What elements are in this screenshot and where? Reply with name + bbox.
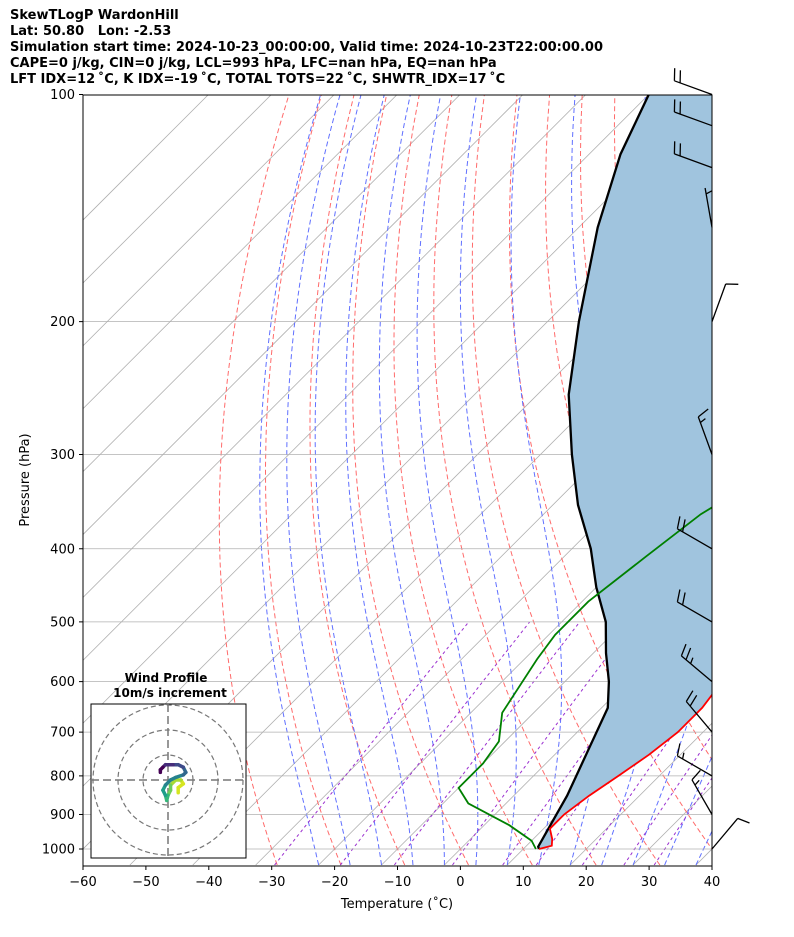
dry-adiabat-line xyxy=(218,95,290,866)
x-tick-label: −20 xyxy=(321,875,348,890)
x-tick-label: −60 xyxy=(69,875,96,890)
x-tick-label: 20 xyxy=(578,875,595,890)
moist-adiabat-line xyxy=(378,95,445,865)
wind-barb xyxy=(711,283,739,322)
wind-barb xyxy=(673,99,713,127)
isotherm-line xyxy=(255,408,712,866)
mixing-ratio-line xyxy=(393,621,581,866)
wind-barb xyxy=(676,516,713,550)
y-axis-label: Pressure (hPa) xyxy=(18,433,33,526)
wind-barb xyxy=(704,187,713,228)
x-tick-label: 40 xyxy=(704,875,721,890)
y-tick-label: 700 xyxy=(50,726,75,741)
hodograph-title: Wind Profile xyxy=(125,671,208,685)
dry-adiabat-line xyxy=(778,95,794,866)
simulation-times: Simulation start time: 2024-10-23_00:00:… xyxy=(10,40,603,55)
wind-barb xyxy=(676,743,713,777)
moist-adiabat-line xyxy=(314,95,382,866)
isotherm-line xyxy=(83,95,649,661)
wind-barb xyxy=(673,68,713,96)
mixing-ratio-line xyxy=(581,678,712,866)
x-axis-label: Temperature (˚C) xyxy=(340,896,453,912)
moist-adiabat-line xyxy=(259,95,321,866)
y-tick-label: 600 xyxy=(50,675,75,690)
isotherm-line xyxy=(569,722,712,866)
moist-adiabat-line xyxy=(459,95,517,866)
wind-barb xyxy=(676,589,713,623)
moist-adiabat-line xyxy=(416,95,479,866)
hodograph-increment: 10m/s increment xyxy=(113,686,227,700)
isotherm-line xyxy=(83,95,524,536)
y-tick-label: 900 xyxy=(50,808,75,823)
x-tick-label: −30 xyxy=(258,875,285,890)
wind-barb xyxy=(711,817,750,850)
isotherm-line xyxy=(83,95,586,598)
wind-barb xyxy=(697,408,713,455)
x-tick-label: −10 xyxy=(384,875,411,890)
isotherm-line xyxy=(759,95,794,865)
mixing-ratio-line xyxy=(623,734,712,866)
isotherm-line xyxy=(129,282,712,866)
y-tick-label: 800 xyxy=(50,769,75,784)
y-tick-label: 400 xyxy=(50,542,75,557)
wind-barb xyxy=(673,141,713,169)
station-location: Lat: 50.80 Lon: -2.53 xyxy=(10,24,172,39)
moist-adiabat-line xyxy=(664,755,712,866)
dry-adiabat-line xyxy=(433,95,597,866)
isotherm-line xyxy=(381,533,712,866)
stability-indices-1: CAPE=0 j/kg, CIN=0 j/kg, LCL=993 hPa, LF… xyxy=(10,56,497,71)
moist-adiabat-line xyxy=(728,95,794,866)
isotherm-line xyxy=(83,95,712,724)
mixing-ratio-line xyxy=(339,621,531,866)
x-tick-label: 10 xyxy=(515,875,532,890)
x-tick-label: 30 xyxy=(641,875,658,890)
isotherm-line xyxy=(83,95,272,284)
dry-adiabat-line xyxy=(265,95,342,866)
moist-adiabat-line xyxy=(345,95,414,866)
wind-barb xyxy=(685,690,713,733)
x-tick-label: 0 xyxy=(456,875,464,890)
cape-cin-shading xyxy=(538,95,712,849)
wind-barb xyxy=(680,643,713,683)
x-tick-label: −50 xyxy=(132,875,159,890)
dry-adiabat-line xyxy=(508,95,712,850)
moist-adiabat-line xyxy=(601,95,684,866)
isotherm-line xyxy=(83,95,335,347)
mixing-ratio-line xyxy=(274,621,470,866)
dry-adiabat-line xyxy=(393,95,533,866)
isotherm-line xyxy=(444,596,712,866)
isotherm-line xyxy=(83,95,461,473)
moist-adiabat-line xyxy=(286,95,351,866)
stability-indices-2: LFT IDX=12 ˚C, K IDX=-19 ˚C, TOTAL TOTS=… xyxy=(10,72,506,87)
y-tick-label: 200 xyxy=(50,315,75,330)
moist-adiabat-line xyxy=(510,95,563,866)
chart-header: SkewTLogP WardonHill Lat: 50.80 Lon: -2.5… xyxy=(10,8,603,88)
wind-barb xyxy=(691,769,713,815)
y-tick-label: 300 xyxy=(50,448,75,463)
isotherm-line xyxy=(83,95,398,410)
parcel-profile-line xyxy=(536,95,650,850)
x-tick-label: −40 xyxy=(195,875,222,890)
mixing-ratio-line xyxy=(452,621,634,866)
y-tick-label: 1000 xyxy=(42,843,75,858)
station-title: SkewTLogP WardonHill xyxy=(10,8,179,23)
dewpoint-line xyxy=(457,506,712,850)
dry-adiabat-line xyxy=(471,95,661,866)
y-tick-label: 100 xyxy=(50,88,75,103)
temperature-line xyxy=(538,693,712,850)
dry-adiabat-line xyxy=(745,95,794,866)
dry-adiabat-line xyxy=(352,95,469,866)
dry-adiabat-line xyxy=(713,95,794,866)
y-tick-label: 500 xyxy=(50,615,75,630)
